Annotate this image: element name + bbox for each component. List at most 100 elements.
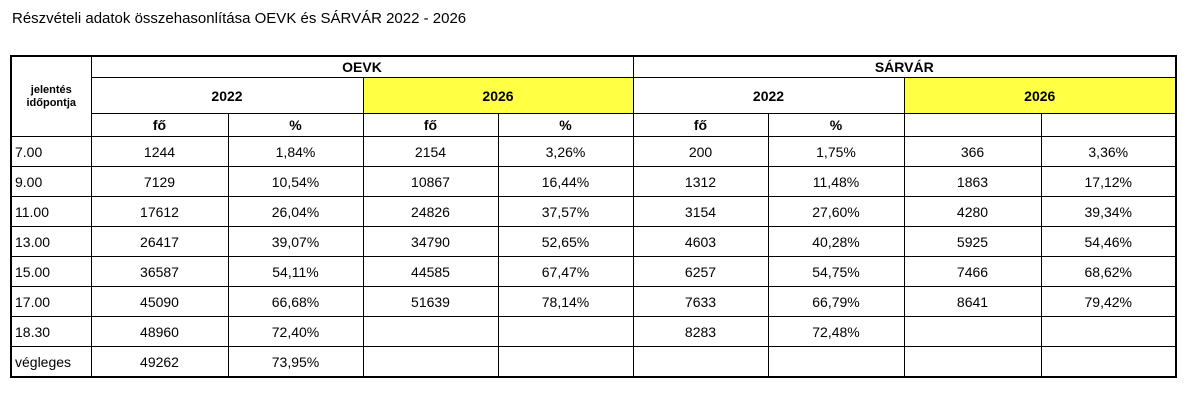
data-cell: 10,54% [227, 166, 364, 197]
data-cell: 17,12% [1040, 166, 1177, 197]
data-cell: 24826 [362, 196, 499, 227]
data-cell: 8283 [632, 316, 769, 347]
empty-cell [903, 346, 1042, 378]
data-cell: 8641 [903, 286, 1042, 317]
data-cell: 66,68% [227, 286, 364, 317]
data-cell: 36587 [90, 256, 229, 287]
data-cell: 79,42% [1040, 286, 1177, 317]
data-cell: 2154 [362, 136, 499, 167]
data-cell: 37,57% [497, 196, 634, 227]
year-header: 2022 [90, 77, 364, 114]
data-cell: 27,60% [767, 196, 905, 227]
data-cell: 72,40% [227, 316, 364, 347]
row-label: 9.00 [10, 166, 92, 197]
data-cell: 39,07% [227, 226, 364, 257]
table-row: 9.00 7129 10,54% 10867 16,44% 1312 11,48% 1863 1… [10, 166, 1177, 197]
table-row: 11.00 17612 26,04% 24826 37,57% 3154 27,60% 428… [10, 196, 1177, 227]
data-cell: 39,34% [1040, 196, 1177, 227]
data-cell: 52,65% [497, 226, 634, 257]
data-cell: 3154 [632, 196, 769, 227]
column-header: % [497, 113, 634, 137]
data-cell: 54,46% [1040, 226, 1177, 257]
empty-cell [632, 346, 769, 378]
data-cell: 11,48% [767, 166, 905, 197]
year-header: 2022 [632, 77, 905, 114]
data-cell: 7633 [632, 286, 769, 317]
data-cell: 26417 [90, 226, 229, 257]
empty-cell [362, 316, 499, 347]
year-header: 2026 [362, 77, 634, 114]
data-cell: 7466 [903, 256, 1042, 287]
data-cell: 4280 [903, 196, 1042, 227]
empty-cell [903, 316, 1042, 347]
data-cell: 1,84% [227, 136, 364, 167]
row-label: 13.00 [10, 226, 92, 257]
data-cell: 40,28% [767, 226, 905, 257]
corner-header: jelentés időpontja [10, 55, 92, 137]
data-cell: 366 [903, 136, 1042, 167]
data-cell: 49262 [90, 346, 229, 378]
empty-cell [903, 113, 1042, 137]
column-header: % [767, 113, 905, 137]
empty-cell [497, 316, 634, 347]
group-header: OEVK [90, 55, 634, 78]
row-label: 15.00 [10, 256, 92, 287]
column-header: fő [90, 113, 229, 137]
data-cell: 73,95% [227, 346, 364, 378]
data-cell: 1,75% [767, 136, 905, 167]
empty-cell [767, 346, 905, 378]
table-row: jelentés időpontja OEVK SÁRVÁR [10, 55, 1177, 137]
group-header: SÁRVÁR [632, 55, 1177, 78]
data-cell: 10867 [362, 166, 499, 197]
data-cell: 1312 [632, 166, 769, 197]
table-row: 2022 2026 2022 2026 [11, 77, 1177, 114]
data-cell: 200 [632, 136, 769, 167]
data-cell: 34790 [362, 226, 499, 257]
data-cell: 7129 [90, 166, 229, 197]
empty-cell [1040, 346, 1177, 378]
data-cell: 67,47% [497, 256, 634, 287]
table-row: 7.00 1244 1,84% 2154 3,26% 200 1,75% 366 3,36% [10, 136, 1177, 167]
column-header: fő [632, 113, 769, 137]
data-cell: 51639 [362, 286, 499, 317]
column-header: % [227, 113, 364, 137]
empty-cell [362, 346, 499, 378]
data-cell: 5925 [903, 226, 1042, 257]
row-label: 17.00 [10, 286, 92, 317]
empty-cell [1040, 316, 1177, 347]
table-row: fő% fő% fő% [11, 113, 1177, 137]
empty-cell [497, 346, 634, 378]
data-cell: 54,75% [767, 256, 905, 287]
column-header: fő [362, 113, 499, 137]
data-cell: 6257 [632, 256, 769, 287]
data-cell: 54,11% [227, 256, 364, 287]
data-cell: 45090 [90, 286, 229, 317]
row-label: 11.00 [10, 196, 92, 227]
data-cell: 72,48% [767, 316, 905, 347]
row-label: 7.00 [10, 136, 92, 167]
table-row: 13.00 26417 39,07% 34790 52,65% 4603 40,28% 592… [10, 226, 1177, 257]
table-row: végleges 49262 73,95% [10, 346, 1177, 378]
data-cell: 48960 [90, 316, 229, 347]
turnout-table: jelentés időpontja OEVK SÁRVÁR 2022 2026 2022… [10, 55, 1177, 378]
table-row: 15.00 36587 54,11% 44585 67,47% 6257 54,75% 746… [10, 256, 1177, 287]
data-cell: 26,04% [227, 196, 364, 227]
data-cell: 16,44% [497, 166, 634, 197]
table-row: 17.00 45090 66,68% 51639 78,14% 7633 66,79% 864… [10, 286, 1177, 317]
empty-cell [1040, 113, 1177, 137]
year-header: 2026 [903, 77, 1177, 114]
data-cell: 44585 [362, 256, 499, 287]
data-cell: 66,79% [767, 286, 905, 317]
data-cell: 78,14% [497, 286, 634, 317]
data-cell: 4603 [632, 226, 769, 257]
data-cell: 1244 [90, 136, 229, 167]
row-label: végleges [10, 346, 92, 378]
data-cell: 3,26% [497, 136, 634, 167]
row-label: 18.30 [10, 316, 92, 347]
data-cell: 3,36% [1040, 136, 1177, 167]
data-cell: 68,62% [1040, 256, 1177, 287]
data-cell: 17612 [90, 196, 229, 227]
data-cell: 1863 [903, 166, 1042, 197]
table-row: 18.30 48960 72,40% 8283 72,48% [10, 316, 1177, 347]
